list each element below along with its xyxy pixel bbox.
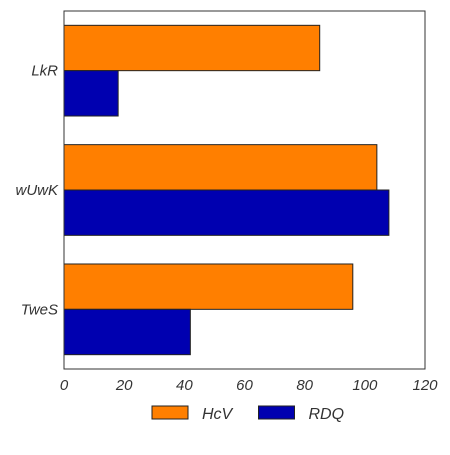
x-axis-tick-labels: 0 20 40 60 80 100 120 [60, 377, 438, 394]
x-tick-label-80: 80 [296, 377, 313, 394]
legend-swatch-HcV [151, 405, 189, 420]
x-tick-label-100: 100 [352, 377, 378, 394]
x-tick-label-0: 0 [60, 377, 69, 394]
x-tick-label-60: 60 [236, 377, 253, 394]
x-tick-label-20: 20 [115, 377, 133, 394]
legend-label-HcV: HcV [202, 406, 234, 423]
bars-group [63, 24, 390, 356]
bar-RDQ-LkR [63, 70, 119, 117]
x-tick-label-120: 120 [412, 377, 438, 394]
legend: HcV RDQ [151, 405, 345, 423]
bar-RDQ-wUwK [63, 189, 390, 236]
bar-RDQ-TweS [63, 308, 191, 356]
bar-HcV-wUwK [63, 144, 378, 191]
bar-HcV-LkR [63, 24, 321, 72]
y-tick-label-wUwK: wUwK [15, 182, 58, 199]
y-axis-tick-labels: LkR wUwK TweS [15, 63, 58, 319]
legend-swatch-RDQ [258, 405, 295, 420]
x-tick-label-40: 40 [176, 377, 193, 394]
y-tick-label-TweS: TweS [21, 301, 58, 318]
bar-HcV-TweS [63, 263, 354, 310]
legend-label-RDQ: RDQ [309, 406, 345, 423]
plot-area-frame [63, 10, 426, 370]
y-tick-label-LkR: LkR [31, 63, 58, 80]
